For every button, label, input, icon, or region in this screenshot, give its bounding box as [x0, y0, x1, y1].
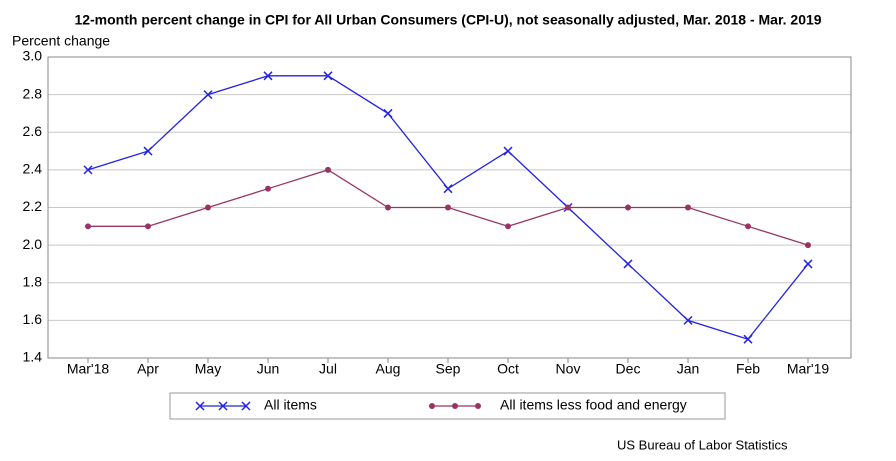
data-point	[85, 223, 91, 230]
y-tick-label: 2.8	[23, 85, 43, 101]
legend-marker	[241, 401, 251, 411]
data-point	[445, 204, 451, 211]
legend-marker	[452, 403, 458, 409]
data-point	[745, 223, 751, 230]
x-tick-label: Feb	[736, 361, 760, 377]
legend-label: All items less food and energy	[500, 397, 687, 413]
legend-marker	[475, 403, 481, 409]
data-point	[503, 146, 513, 156]
data-point	[203, 90, 213, 100]
y-tick-label: 2.2	[23, 198, 43, 214]
data-point	[623, 259, 633, 269]
x-tick-label: Mar'18	[67, 361, 110, 377]
y-tick-label: 1.4	[23, 349, 43, 365]
data-point	[265, 185, 271, 192]
data-point	[263, 71, 273, 81]
data-point	[443, 184, 453, 194]
data-point	[205, 204, 211, 211]
x-tick-label: Sep	[436, 361, 461, 377]
data-point	[803, 259, 813, 269]
x-tick-label: Jul	[319, 361, 337, 377]
data-point	[325, 166, 331, 173]
data-point	[383, 108, 393, 118]
data-point	[323, 71, 333, 81]
data-point	[683, 315, 693, 325]
data-point	[505, 223, 511, 230]
data-point	[143, 146, 153, 156]
x-tick-label: Nov	[556, 361, 581, 377]
x-tick-label: May	[195, 361, 221, 377]
y-tick-label: 2.0	[23, 236, 43, 252]
data-point	[83, 165, 93, 175]
y-tick-label: 1.8	[23, 273, 43, 289]
x-tick-label: Mar'19	[787, 361, 830, 377]
x-tick-label: Oct	[497, 361, 519, 377]
data-point	[743, 334, 753, 344]
legend-marker	[429, 403, 435, 409]
chart-title: 12-month percent change in CPI for All U…	[74, 12, 821, 28]
y-tick-label: 3.0	[23, 48, 43, 64]
y-tick-label: 2.4	[23, 161, 43, 177]
data-point	[685, 204, 691, 211]
x-tick-label: Jan	[677, 361, 700, 377]
data-point	[385, 204, 391, 211]
data-point	[625, 204, 631, 211]
y-tick-label: 1.6	[23, 311, 43, 327]
x-tick-label: Dec	[616, 361, 641, 377]
legend-marker	[195, 401, 205, 411]
data-point	[145, 223, 151, 230]
y-axis-label: Percent change	[12, 33, 110, 49]
x-tick-label: Aug	[376, 361, 401, 377]
data-point	[565, 204, 571, 211]
y-tick-label: 2.6	[23, 123, 43, 139]
x-tick-label: Apr	[137, 361, 159, 377]
data-point	[805, 242, 811, 249]
legend-label: All items	[264, 397, 317, 413]
x-tick-label: Jun	[257, 361, 280, 377]
plot-frame	[47, 56, 852, 359]
legend-marker	[218, 401, 228, 411]
source-note: US Bureau of Labor Statistics	[617, 437, 788, 452]
